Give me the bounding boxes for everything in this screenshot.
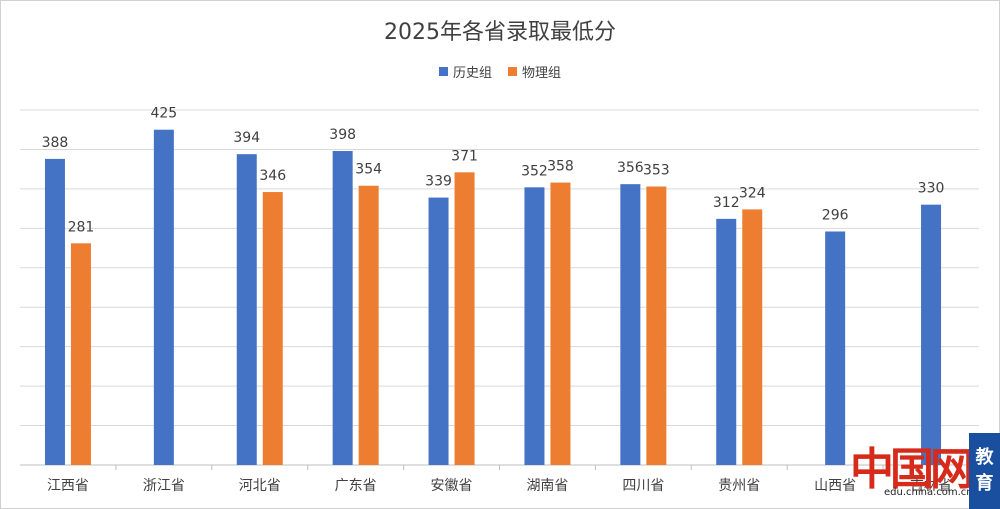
- bar-physics: [454, 172, 475, 466]
- legend-swatch-physics: [508, 67, 517, 76]
- x-tick-label: 广东省: [335, 478, 377, 494]
- bar-history: [236, 154, 257, 465]
- x-tick-label: 浙江省: [143, 478, 185, 494]
- x-tick-label: 江西省: [47, 478, 89, 494]
- data-label: 312: [713, 195, 740, 211]
- bar-history: [921, 204, 942, 465]
- data-label: 354: [355, 162, 382, 178]
- data-label: 352: [521, 163, 548, 179]
- data-label: 388: [42, 135, 69, 151]
- data-label: 330: [918, 181, 945, 197]
- bar-history: [716, 218, 737, 465]
- x-tick-label: 河北省: [239, 478, 281, 494]
- x-tick-label: 贵州省: [718, 478, 760, 494]
- legend-label-physics: 物理组: [522, 66, 562, 81]
- bar-physics: [70, 243, 91, 465]
- bar-history: [428, 197, 449, 466]
- bar-physics: [742, 209, 763, 465]
- chart-legend: 历史组 物理组: [0, 62, 1000, 81]
- data-label: 346: [259, 168, 286, 184]
- bar-history: [332, 151, 353, 465]
- watermark-url: edu.china.com.cn: [884, 487, 973, 498]
- bar-history: [825, 231, 846, 465]
- legend-item-physics: 物理组: [508, 62, 561, 81]
- bar-physics: [646, 186, 667, 465]
- legend-item-history: 历史组: [438, 62, 492, 81]
- bar-physics: [550, 182, 571, 466]
- edu-badge-char-2: 育: [975, 473, 994, 494]
- bar-physics: [358, 185, 379, 465]
- bar-history: [44, 158, 65, 465]
- x-tick-label: 四川省: [622, 478, 664, 494]
- data-label: 324: [739, 185, 766, 201]
- bar-history: [524, 187, 545, 466]
- data-label: 296: [822, 207, 849, 223]
- data-label: 358: [547, 159, 574, 175]
- edu-badge-char-1: 教: [975, 447, 994, 468]
- bar-history: [153, 129, 174, 465]
- edu-badge: 教 育: [969, 433, 1000, 509]
- x-tick-label: 吉林省: [910, 478, 952, 494]
- watermark-logo: 中国网: [850, 444, 974, 495]
- data-label: 353: [643, 163, 670, 179]
- chart-title: 2025年各省录取最低分: [384, 20, 616, 45]
- x-tick-label: 安徽省: [431, 478, 473, 494]
- bar-physics: [262, 192, 283, 466]
- data-label: 425: [150, 106, 177, 122]
- bar-history: [620, 184, 641, 465]
- x-tick-label: 湖南省: [526, 478, 568, 494]
- legend-label-history: 历史组: [452, 66, 492, 81]
- data-label: 281: [68, 219, 95, 235]
- data-label: 356: [617, 160, 644, 176]
- data-label: 371: [451, 148, 478, 164]
- legend-swatch-history: [438, 67, 448, 76]
- watermark: 中国网 edu.china.com.cn: [850, 433, 974, 507]
- data-label: 394: [233, 130, 260, 146]
- x-tick-label: 山西省: [814, 478, 856, 494]
- data-label: 339: [425, 174, 452, 190]
- data-label: 398: [329, 127, 356, 143]
